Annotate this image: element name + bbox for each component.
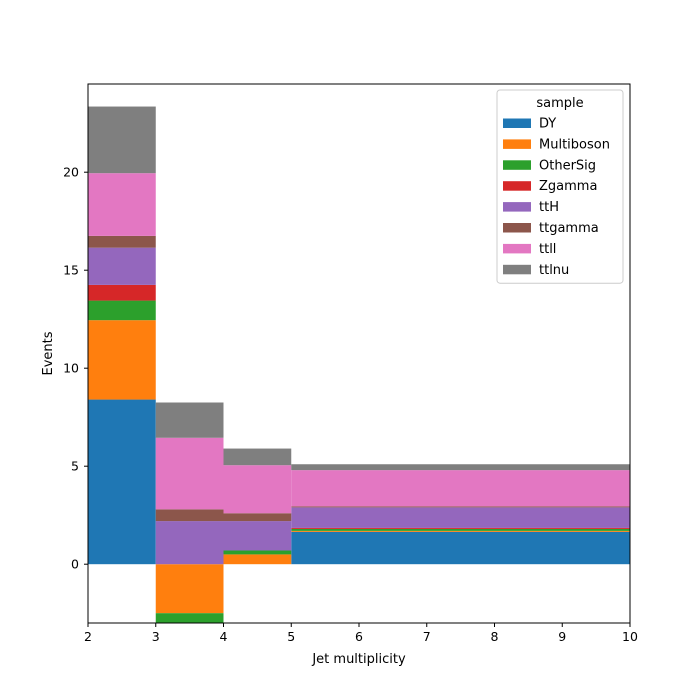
legend-title: sample <box>536 96 583 111</box>
legend-swatch <box>503 264 531 275</box>
bar-multiboson-bin-0 <box>88 320 156 400</box>
legend-swatch <box>503 118 531 128</box>
x-tick-label: 7 <box>423 629 431 644</box>
bar-ttlnu-bin-3 <box>291 464 630 471</box>
legend-label: Zgamma <box>539 179 597 194</box>
bar-zgamma-bin-0 <box>88 284 156 301</box>
bar-dy-bin-0 <box>88 399 156 565</box>
legend-item-zgamma: Zgamma <box>503 179 597 194</box>
legend-label: ttgamma <box>539 221 599 236</box>
x-axis-ticks: 2 3 4 5 6 7 8 9 10 <box>84 623 638 644</box>
bars-layer <box>88 106 630 623</box>
legend-item-ttlnu: ttlnu <box>503 263 569 278</box>
legend: sample DY Multiboson OtherSig Zgamma ttH ttga… <box>496 89 624 284</box>
legend-swatch <box>503 243 531 254</box>
bar-multiboson-bin-3 <box>291 530 630 532</box>
bar-ttll-bin-0 <box>88 173 156 236</box>
legend-label: OtherSig <box>539 158 596 173</box>
bar-othersig-bin-0 <box>88 300 156 321</box>
bar-ttlnu-bin-2 <box>223 448 292 466</box>
legend-label: ttH <box>539 200 559 215</box>
legend-item-othersig: OtherSig <box>503 158 596 173</box>
bar-tth-bin-1 <box>155 521 224 565</box>
x-tick-label: 5 <box>287 629 295 644</box>
bar-tth-bin-2 <box>223 521 292 551</box>
legend-swatch <box>503 202 531 212</box>
y-tick-label: 20 <box>63 165 79 180</box>
legend-swatch <box>503 181 531 191</box>
x-tick-label: 10 <box>622 629 638 644</box>
bar-ttll-bin-1 <box>155 437 224 510</box>
y-tick-label: 0 <box>71 557 79 572</box>
legend-item-dy: DY <box>503 117 556 132</box>
y-tick-label: 15 <box>63 263 79 278</box>
bar-multiboson-bin-2 <box>223 554 292 565</box>
legend-swatch <box>503 223 531 233</box>
bar-ttgamma-bin-1 <box>155 509 224 522</box>
bar-ttgamma-bin-0 <box>88 235 156 248</box>
y-axis-label: Events <box>41 331 56 375</box>
legend-item-multiboson: Multiboson <box>503 137 610 152</box>
bar-tth-bin-0 <box>88 247 156 285</box>
bar-tth-bin-3 <box>291 507 630 528</box>
bar-ttlnu-bin-0 <box>88 106 156 174</box>
legend-item-ttll: ttll <box>503 242 556 257</box>
bar-ttlnu-bin-1 <box>155 402 224 438</box>
bar-othersig-bin-3 <box>291 528 630 531</box>
bar-ttgamma-bin-2 <box>223 513 292 522</box>
legend-items: DY Multiboson OtherSig Zgamma ttH ttgamma ttll… <box>503 117 610 278</box>
legend-label: ttll <box>539 242 556 257</box>
y-axis-ticks: 0 5 10 15 20 <box>63 165 88 572</box>
x-axis-label: Jet multiplicity <box>311 652 406 667</box>
legend-label: DY <box>539 117 556 132</box>
legend-label: Multiboson <box>539 137 610 152</box>
bar-dy-bin-3 <box>291 531 630 565</box>
bar-ttgamma-bin-3 <box>291 506 630 508</box>
y-tick-label: 5 <box>71 459 79 474</box>
x-tick-label: 3 <box>152 629 160 644</box>
legend-swatch <box>503 160 531 170</box>
x-tick-label: 2 <box>84 629 92 644</box>
bar-othersig-bin-1 <box>155 613 224 623</box>
bar-multiboson-bin-1 <box>155 564 224 614</box>
legend-swatch <box>503 139 531 149</box>
legend-item-tth: ttH <box>503 200 559 215</box>
x-tick-label: 8 <box>491 629 499 644</box>
bar-zgamma-bin-3 <box>291 527 630 529</box>
legend-frame <box>496 89 624 284</box>
x-tick-label: 4 <box>220 629 228 644</box>
bar-ttll-bin-2 <box>223 465 292 514</box>
legend-label: ttlnu <box>539 263 569 278</box>
bar-othersig-bin-2 <box>223 550 292 555</box>
legend-item-ttgamma: ttgamma <box>503 221 599 236</box>
x-tick-label: 6 <box>355 629 363 644</box>
y-tick-label: 10 <box>63 361 79 376</box>
bar-ttll-bin-3 <box>291 470 630 507</box>
x-tick-label: 9 <box>558 629 566 644</box>
